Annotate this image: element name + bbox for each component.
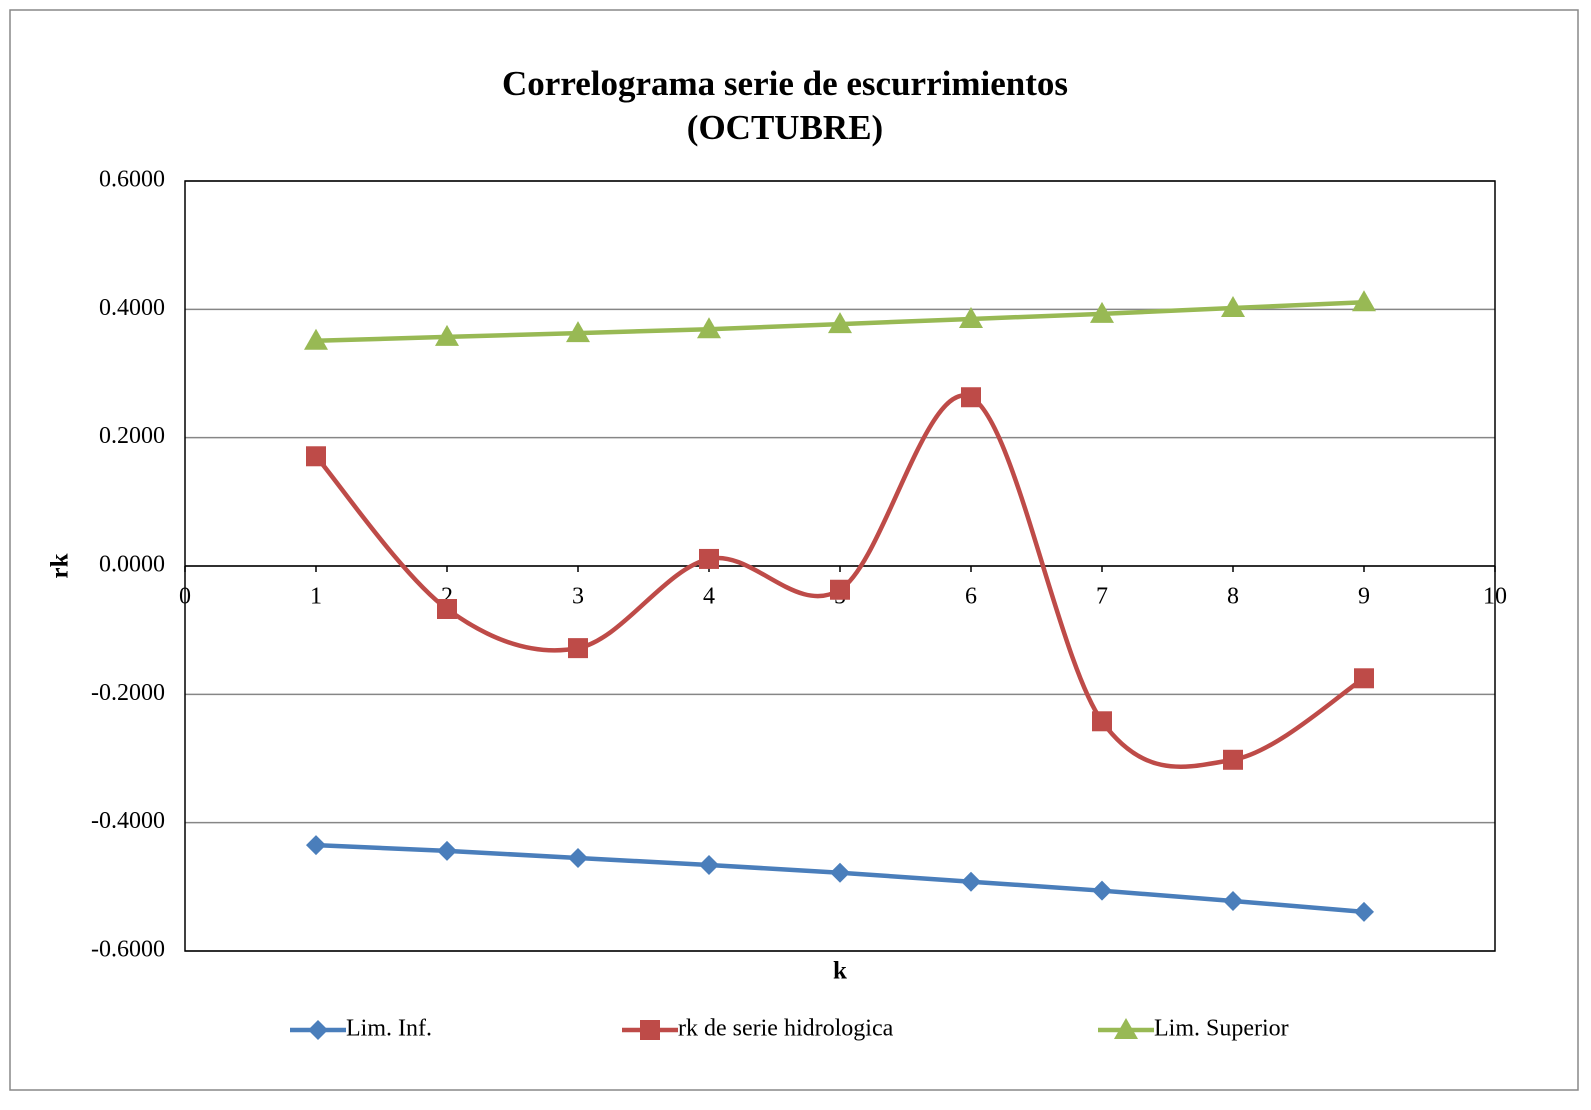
point — [1092, 711, 1112, 732]
legend-marker — [640, 1020, 660, 1040]
x-tick-label: 3 — [572, 584, 584, 610]
point — [304, 328, 328, 350]
point — [1223, 749, 1243, 770]
point — [1221, 296, 1245, 318]
point — [959, 306, 983, 328]
legend-label: Lim. Superior — [1154, 1016, 1289, 1042]
point — [830, 579, 850, 600]
y-tick-label: -0.4000 — [91, 808, 165, 834]
point — [437, 598, 457, 619]
legend-label: rk de serie hidrologica — [678, 1016, 894, 1042]
point — [568, 847, 588, 868]
legend-label: Lim. Inf. — [346, 1016, 432, 1042]
point — [1354, 901, 1374, 922]
y-tick-label: 0.2000 — [99, 423, 165, 449]
point — [1352, 290, 1376, 312]
y-tick-label: 0.4000 — [99, 295, 165, 321]
legend-marker — [308, 1020, 328, 1040]
point — [306, 446, 326, 467]
chart-title: Correlograma serie de escurrimientos — [502, 64, 1068, 103]
x-tick-label: 6 — [965, 584, 977, 610]
x-tick-label: 7 — [1096, 584, 1108, 610]
y-tick-label: 0.6000 — [99, 167, 165, 193]
point — [699, 855, 719, 876]
legend-marker — [1114, 1018, 1138, 1039]
point — [1090, 301, 1114, 323]
y-tick-label: -0.6000 — [91, 937, 165, 963]
x-tick-label: 10 — [1483, 584, 1507, 610]
x-axis-label: k — [833, 958, 847, 985]
x-tick-label: 1 — [310, 584, 322, 610]
point — [435, 324, 459, 346]
point — [697, 317, 721, 339]
chart-subtitle: (OCTUBRE) — [687, 108, 883, 147]
point — [306, 835, 326, 856]
x-tick-label: 8 — [1227, 584, 1239, 610]
point — [566, 321, 590, 343]
point — [568, 638, 588, 659]
chart-border — [9, 9, 1579, 1091]
x-tick-label: 4 — [703, 584, 715, 610]
point — [437, 840, 457, 861]
series-line — [314, 393, 1366, 769]
point — [699, 548, 719, 569]
point — [1223, 890, 1243, 911]
x-tick-label: 9 — [1358, 584, 1370, 610]
point — [961, 871, 981, 892]
y-tick-label: 0.0000 — [99, 552, 165, 578]
point — [961, 387, 981, 408]
x-tick-label: 0 — [179, 584, 191, 610]
point — [1354, 668, 1374, 689]
y-tick-label: -0.2000 — [91, 680, 165, 706]
y-axis-label: rk — [47, 553, 74, 578]
point — [830, 862, 850, 883]
point — [1092, 880, 1112, 901]
point — [828, 312, 852, 334]
